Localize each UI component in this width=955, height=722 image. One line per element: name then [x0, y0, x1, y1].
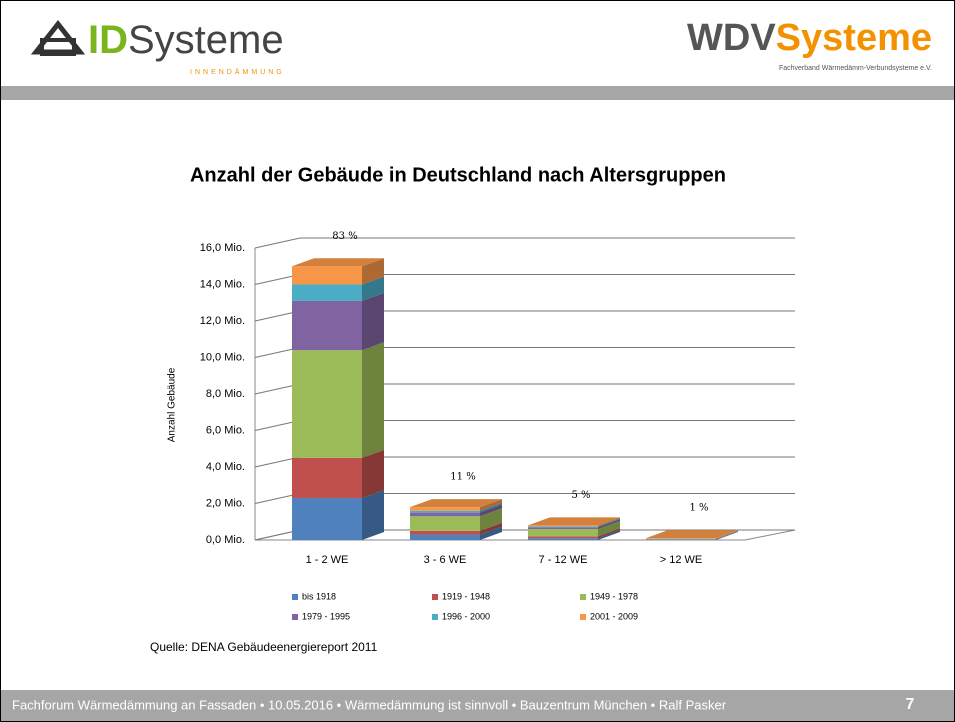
- bar-segment-side: [598, 518, 620, 528]
- logo-tagline: INNENDÄMMUNG: [190, 68, 285, 76]
- bar-segment-side: [598, 530, 620, 540]
- bar-segment: [646, 538, 716, 540]
- bar-segment: [410, 507, 480, 511]
- legend-label: 1919 - 1948: [442, 591, 490, 601]
- chart: 0,0 Mio. 2,0 Mio. 4,0 Mio. 6,0 Mio. 8,0 Mio.…: [200, 231, 796, 621]
- share-label: 1 %: [689, 503, 708, 514]
- bar-segment: [292, 457, 362, 499]
- footer-band: [1, 690, 954, 721]
- house-icon-body: [40, 38, 76, 56]
- legend-label: 1996 - 2000: [442, 611, 490, 621]
- y-tick-label: 8,0 Mio.: [206, 388, 245, 400]
- bar-segment-side: [716, 531, 738, 540]
- bar-segment: [528, 538, 598, 540]
- y-tick-label: 2,0 Mio.: [206, 497, 245, 509]
- grid-line: [254, 237, 795, 249]
- bar-segment: [528, 525, 598, 527]
- legend-swatch: [580, 614, 586, 620]
- bar-segment-side: [480, 502, 502, 513]
- x-tick-label: 1 - 2 WE: [306, 554, 349, 566]
- bar-segment-side: [598, 519, 620, 530]
- legend-swatch: [432, 614, 438, 620]
- y-tick-label: 4,0 Mio.: [206, 461, 245, 473]
- bar-segment: [292, 266, 362, 285]
- y-axis-label: Anzahl Gebäude: [167, 367, 178, 442]
- source: Quelle: DENA Gebäudeenergiereport 2011: [150, 640, 378, 654]
- bar-segment-side: [362, 342, 384, 458]
- bar-segment-side: [598, 528, 620, 539]
- bar-segment-side: [716, 530, 738, 539]
- logo-left: IDSysteme: [88, 18, 284, 62]
- y-tick-label: 14,0 Mio.: [200, 278, 245, 290]
- page-number: 7: [906, 696, 915, 713]
- bar-segment-side: [716, 530, 738, 539]
- bar-top: [528, 517, 620, 526]
- bar-segment: [292, 300, 362, 351]
- logo-wdv: WDV: [687, 17, 776, 59]
- y-tick-label: 0,0 Mio.: [206, 534, 245, 546]
- bar-segment: [410, 516, 480, 531]
- logo-systeme: Systeme: [128, 18, 284, 62]
- share-label: 11 %: [450, 472, 475, 483]
- bar-segment: [292, 498, 362, 540]
- bar-segment-side: [480, 499, 502, 511]
- y-tick-label: 10,0 Mio.: [200, 351, 245, 363]
- bar-segment-side: [598, 517, 620, 527]
- logo-right: WDVSysteme: [687, 17, 932, 59]
- logo-id: ID: [88, 18, 128, 62]
- bar-segment-side: [598, 521, 620, 537]
- y-tick-label: 6,0 Mio.: [206, 424, 245, 436]
- x-tick-label: > 12 WE: [660, 554, 703, 566]
- bar-segment-side: [716, 531, 738, 540]
- logo-systeme-right: Systeme: [776, 17, 932, 59]
- bar-segment-side: [362, 258, 384, 285]
- bar-top: [410, 499, 502, 508]
- legend-label: 2001 - 2009: [590, 611, 638, 621]
- bar-segment-side: [480, 508, 502, 531]
- bar-segment-side: [362, 449, 384, 499]
- footer-text: Fachforum Wärmedämmung an Fassaden • 10.…: [12, 697, 727, 712]
- bar-segment: [528, 536, 598, 539]
- header-band: [1, 86, 954, 100]
- bar-top: [646, 530, 738, 539]
- y-tick-label: 12,0 Mio.: [200, 315, 245, 327]
- bar-segment-side: [716, 530, 738, 540]
- bar-segment: [292, 350, 362, 458]
- share-label: 5 %: [571, 490, 590, 501]
- legend-label: bis 1918: [302, 591, 336, 601]
- bar-top: [292, 258, 384, 267]
- bar-segment-side: [362, 490, 384, 540]
- bar-segment-side: [480, 522, 502, 535]
- bar-segment: [410, 530, 480, 535]
- bar-segment: [410, 512, 480, 517]
- x-tick-label: 3 - 6 WE: [424, 554, 467, 566]
- bar-segment: [410, 534, 480, 540]
- bar-segment-side: [480, 526, 502, 540]
- bar-segment-side: [716, 530, 738, 539]
- bar-segment-side: [362, 276, 384, 301]
- bar-segment: [292, 284, 362, 301]
- bar-segment-side: [480, 504, 502, 517]
- legend-swatch: [292, 614, 298, 620]
- legend-label: 1979 - 1995: [302, 611, 350, 621]
- legend-swatch: [580, 594, 586, 600]
- bar-segment: [410, 510, 480, 513]
- bar-segment: [528, 526, 598, 528]
- legend-swatch: [432, 594, 438, 600]
- bar-segment: [528, 529, 598, 537]
- legend-label: 1949 - 1978: [590, 591, 638, 601]
- chart-title: Anzahl der Gebäude in Deutschland nach A…: [190, 164, 726, 186]
- logo-right-tagline: Fachverband Wärmedämm-Verbundsysteme e.V…: [779, 65, 932, 72]
- legend-swatch: [292, 594, 298, 600]
- bar-segment: [528, 527, 598, 530]
- share-label: 83 %: [332, 231, 357, 242]
- y-tick-label: 16,0 Mio.: [200, 242, 245, 254]
- bar-segment-side: [362, 292, 384, 351]
- x-tick-label: 7 - 12 WE: [539, 554, 588, 566]
